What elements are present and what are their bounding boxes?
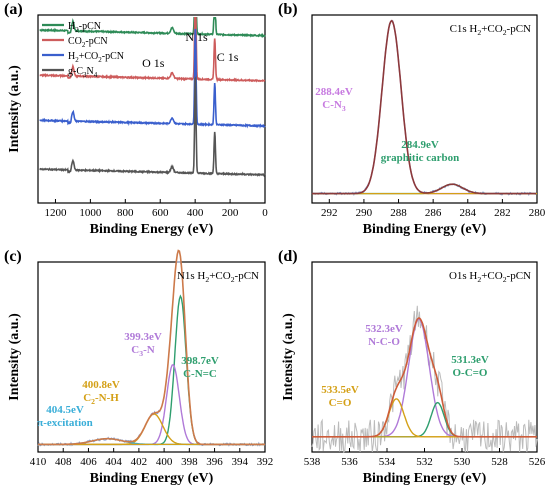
panel-title: C1s H2+CO2-pCN [450,23,531,37]
fit-envelope-line [38,249,265,446]
panel-title: O1s H2+CO2-pCN [449,270,531,284]
y-axis-label: Intensity (a.u.) [7,313,22,401]
peak-annotation: 284.9eV [401,139,439,151]
x-tick-label: 394 [232,456,249,468]
x-tick-label: 292 [321,207,338,219]
plot-frame [37,261,266,453]
peak-label: C 1s [217,50,239,64]
plot-frame [37,14,266,204]
x-tick-label: 538 [304,456,321,468]
x-tick-label: 282 [494,207,511,219]
series-line [39,28,266,129]
x-tick-label: 536 [341,456,358,468]
peak-annotation: π-excitation [37,417,93,429]
panel-title: N1s H2+CO2-pCN [177,270,259,284]
peak-annotation: C=O [329,397,352,409]
fit-envelope-line [312,317,537,438]
x-tick-label: 280 [529,207,546,219]
legend-entry: H2-pCN [68,21,101,34]
peak-annotation: O-C=O [453,367,488,379]
x-tick-label: 1000 [79,207,102,219]
x-tick-label: 410 [30,456,47,468]
peak-annotation: C3-N [131,344,154,358]
series-line [39,75,266,178]
x-tick-label: 800 [117,207,134,219]
y-axis-label: Intensity (a.u.) [7,65,22,153]
panel-label: (d) [278,248,298,265]
peak-annotation: C2-N-H [83,392,119,406]
x-tick-label: 408 [55,456,72,468]
peak-label: N 1s [185,30,208,44]
peak-annotation: 531.3eV [451,354,489,366]
peak-annotation: graphitic carbon [381,152,460,164]
y-axis-label: Intensity (a.u.) [281,313,296,401]
x-tick-label: 288 [390,207,407,219]
x-tick-label: 530 [454,456,471,468]
x-axis-label: Binding Energy (eV) [363,222,487,237]
x-tick-label: 392 [257,456,274,468]
peak-annotation: 400.8eV [82,379,120,391]
peak-annotation: 399.3eV [124,331,162,343]
fit-envelope-line [312,19,536,195]
x-tick-label: 398 [181,456,198,468]
x-tick-label: 402 [131,456,148,468]
x-tick-label: 1200 [44,207,67,219]
x-tick-label: 534 [379,456,396,468]
peak-annotation: C-N=C [183,368,217,380]
x-tick-label: 396 [206,456,223,468]
x-tick-label: 400 [187,207,204,219]
x-axis-label: Binding Energy (eV) [90,471,214,486]
x-tick-label: 0 [262,207,268,219]
x-tick-label: 532 [416,456,433,468]
x-tick-label: 406 [80,456,97,468]
x-tick-label: 200 [222,207,239,219]
peak-annotation: 533.5eV [321,384,359,396]
peak-annotation: 288.4eV [315,86,353,98]
plot-frame [311,14,538,204]
x-tick-label: 528 [491,456,508,468]
peak-annotation: 404.5eV [46,404,84,416]
plot-frame [311,261,538,453]
panel-label: (b) [278,1,298,18]
x-tick-label: 400 [156,456,173,468]
legend-entry: CO2-pCN [68,36,108,49]
fit-component-line [312,318,537,438]
peak-annotation: 532.3eV [365,323,403,335]
x-tick-label: 290 [356,207,373,219]
x-tick-label: 526 [529,456,546,468]
series-line [39,17,266,39]
x-tick-label: 404 [105,456,122,468]
x-tick-label: 284 [460,207,477,219]
legend-entry: g-C3N4 [68,66,98,79]
x-axis-label: Binding Energy (eV) [363,471,487,486]
x-tick-label: 286 [425,207,442,219]
x-axis-label: Binding Energy (eV) [90,222,214,237]
peak-annotation: C-N3 [322,99,346,113]
legend-entry: H2+CO2-pCN [68,51,124,64]
series-line [39,17,266,83]
panel-label: (a) [4,1,23,18]
panel-label: (c) [4,248,22,265]
x-tick-label: 600 [152,207,169,219]
peak-annotation: N-C-O [368,336,400,348]
peak-label: O 1s [142,56,165,70]
peak-annotation: 398.7eV [181,355,219,367]
